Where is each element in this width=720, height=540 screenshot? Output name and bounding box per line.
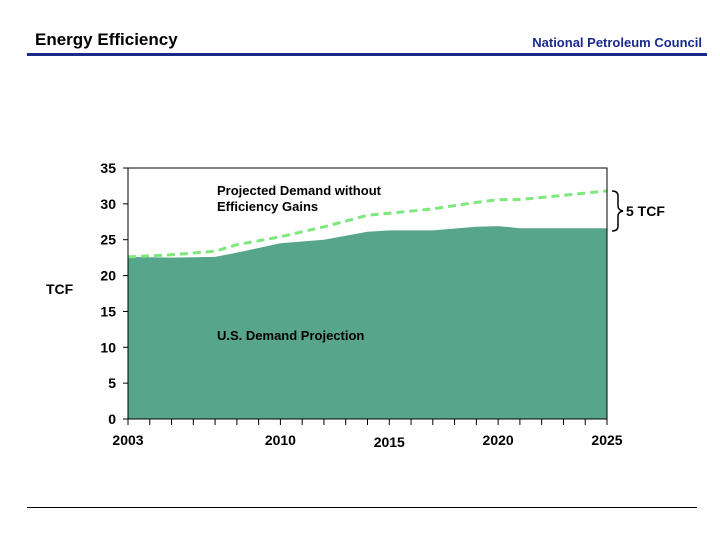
footer-divider: [27, 507, 697, 508]
y-tick-label: 25: [100, 232, 116, 248]
x-tick-label: 2025: [591, 432, 622, 448]
series-area-demand-projection: [128, 226, 607, 419]
header-divider: [27, 53, 707, 56]
annotation-demand: U.S. Demand Projection: [217, 328, 364, 343]
series-line-without-efficiency: [127, 189, 608, 259]
x-tick-label: 2003: [112, 432, 143, 448]
y-axis-label: TCF: [46, 281, 74, 297]
organization-name: National Petroleum Council: [532, 35, 702, 50]
y-tick-label: 15: [100, 303, 116, 319]
gap-brace: [611, 190, 624, 232]
y-tick-label: 30: [100, 196, 116, 212]
x-tick-label: 2010: [265, 432, 296, 448]
slide-title: Energy Efficiency: [35, 30, 178, 49]
y-tick-label: 35: [100, 160, 116, 176]
y-tick-label: 0: [108, 411, 116, 427]
annotation-gap: 5 TCF: [626, 203, 665, 219]
x-tick-label: 2015: [374, 434, 405, 450]
y-tick-label: 5: [108, 375, 116, 391]
annotation-projected: Projected Demand without Efficiency Gain…: [217, 183, 381, 214]
y-tick-label: 20: [100, 268, 116, 284]
x-tick-label: 2020: [483, 432, 514, 448]
y-tick-label: 10: [100, 339, 116, 355]
